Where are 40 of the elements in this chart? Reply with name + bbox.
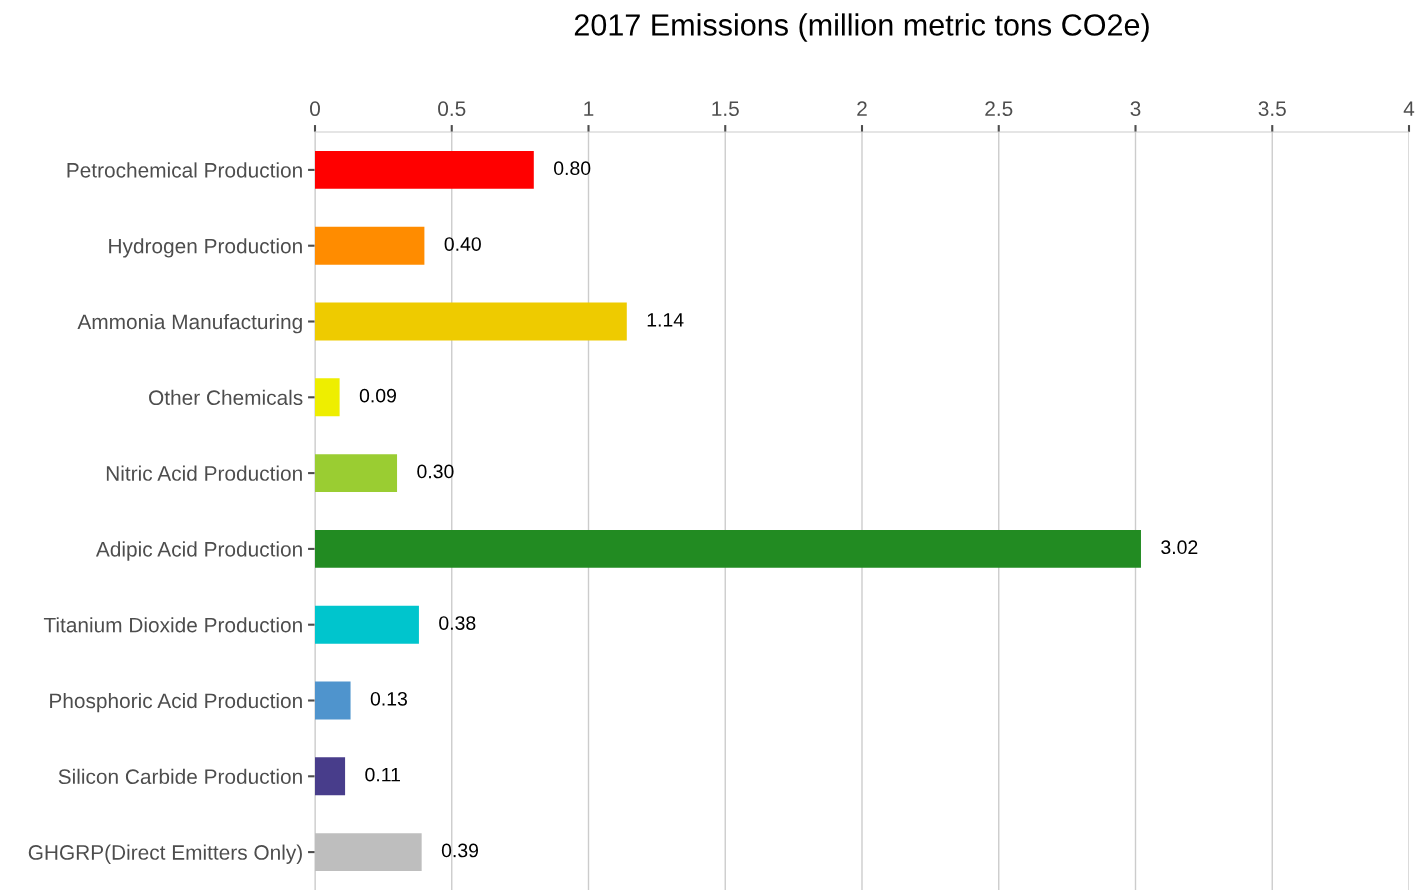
x-tick-label: 3	[1130, 101, 1141, 117]
bar	[315, 150, 534, 189]
data-label: 0.80	[554, 161, 591, 176]
y-tick-label: GHGRP(Direct Emitters Only)	[28, 844, 302, 864]
y-tick-label: Petrochemical Production	[67, 162, 302, 178]
x-tick-label: 0	[310, 101, 320, 117]
data-label: 3.02	[1161, 540, 1198, 555]
data-label: 0.30	[417, 464, 454, 479]
bar	[315, 529, 1141, 568]
x-tick-label: 2.5	[985, 101, 1013, 117]
data-label: 0.39	[441, 843, 479, 858]
y-tick-label: Silicon Carbide Production	[58, 768, 302, 785]
x-tick-label: 3.5	[1258, 101, 1286, 117]
bar	[315, 226, 425, 265]
y-tick-label: Phosphoric Acid Production	[50, 692, 302, 713]
data-label: 1.14	[647, 313, 684, 327]
bar	[315, 757, 346, 796]
y-tick-label: Nitric Acid Production	[106, 465, 302, 481]
x-tick-label: 4	[1403, 101, 1415, 116]
data-label: 0.11	[365, 767, 400, 782]
bar	[315, 681, 351, 720]
y-tick-label: Titanium Dioxide Production	[43, 617, 302, 633]
bar	[315, 605, 419, 644]
chart-title: 2017 Emissions (million metric tons CO2e)	[574, 13, 1149, 42]
x-tick-label: 1	[584, 101, 594, 116]
data-label: 0.13	[370, 691, 407, 706]
y-tick-label: Adipic Acid Production	[95, 541, 302, 561]
data-label: 0.09	[359, 388, 396, 403]
x-tick-label: 0.5	[438, 101, 466, 117]
x-tick-label: 2	[857, 101, 867, 116]
y-tick-label: Other Chemicals	[149, 389, 303, 406]
bar	[315, 454, 398, 493]
bar	[315, 833, 422, 872]
bar	[315, 302, 627, 341]
bar	[315, 378, 340, 417]
data-label: 0.38	[439, 616, 476, 630]
y-tick-label: Ammonia Manufacturing	[77, 313, 302, 334]
y-tick-label: Hydrogen Production	[109, 238, 302, 258]
data-label: 0.40	[444, 237, 481, 251]
x-tick-label: 1.5	[712, 101, 739, 117]
